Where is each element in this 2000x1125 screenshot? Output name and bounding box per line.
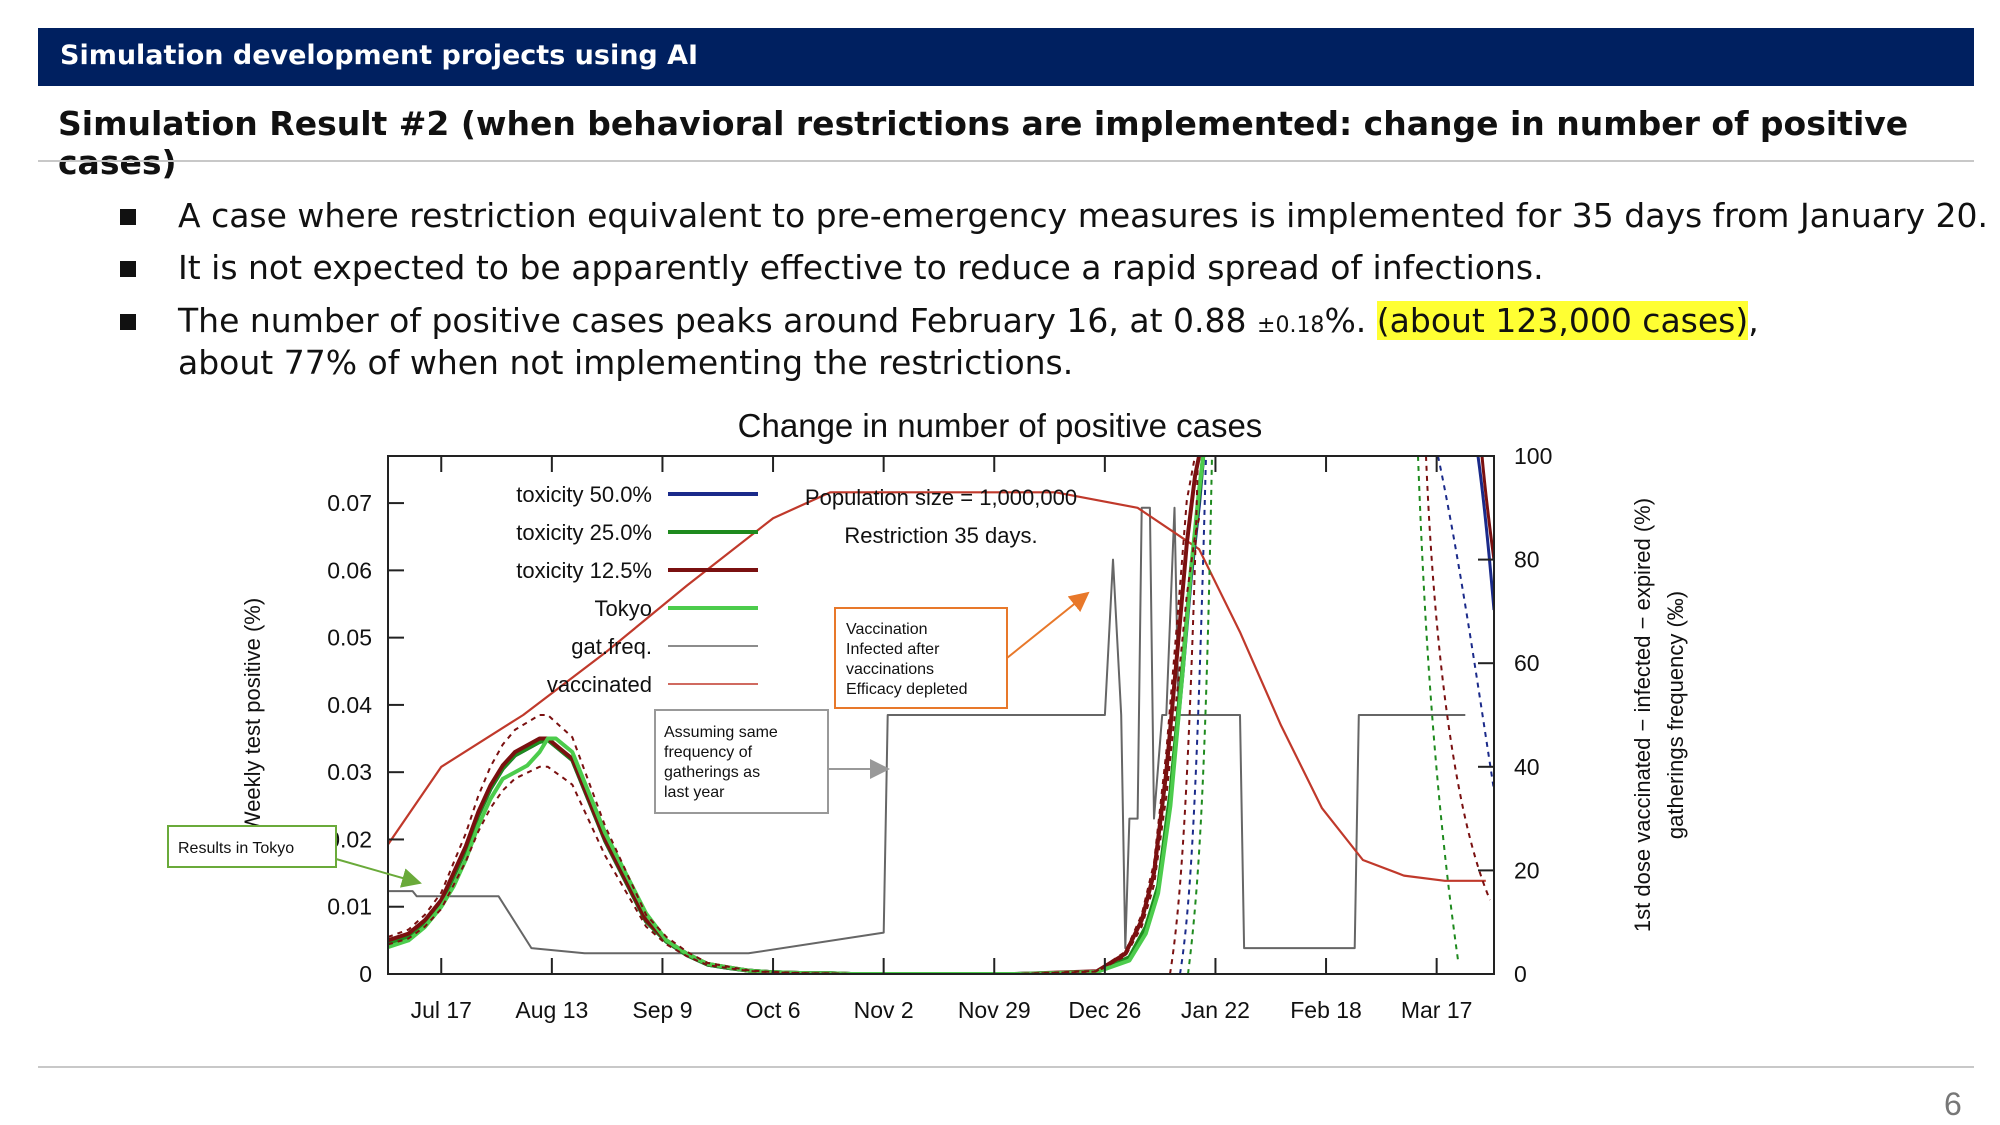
bottom-divider (38, 1066, 1974, 1068)
x-tick-label: Feb 18 (1290, 997, 1362, 1023)
bullet-1-text: A case where restriction equivalent to p… (178, 196, 1989, 235)
bullet-3-plusminus: ±0.18 (1257, 313, 1325, 338)
x-tick-label: Mar 17 (1401, 997, 1473, 1023)
y-right-tick-label: 80 (1514, 547, 1540, 573)
y-left-tick-label: 0.01 (327, 894, 372, 920)
y-left-tick-label: 0.07 (327, 490, 372, 516)
bullet-square-icon (120, 261, 136, 277)
projection-dashed-blue (1179, 456, 1207, 974)
bullet-3-part3: , (1748, 301, 1759, 340)
y-left-tick-label: 0.04 (327, 692, 372, 718)
series-line-gat-freq (388, 506, 1466, 955)
gatherings-annotation-line-4: last year (664, 784, 725, 801)
projection-dashed-red-right (1425, 456, 1491, 901)
bullet-3-line2-text: about 77% of when not implementing the r… (178, 343, 1074, 382)
tokyo-annotation-text: Results in Tokyo (178, 840, 294, 857)
x-tick-label: Aug 13 (515, 997, 588, 1023)
vaccination-annotation-line-4: Efficacy depleted (846, 681, 968, 698)
gatherings-annotation-line-2: frequency of (664, 744, 753, 761)
chart-title: Change in number of positive cases (738, 407, 1263, 444)
projection-dashed-red (1169, 456, 1199, 974)
legend-label: toxicity 12.5% (516, 558, 652, 583)
legend-note-population: Population size = 1,000,000 (805, 485, 1077, 510)
y-right-tick-label: 60 (1514, 650, 1540, 676)
vaccination-annotation-line-2: Infected after (846, 641, 940, 658)
y-left-tick-label: 0.03 (327, 759, 372, 785)
legend-note-restriction: Restriction 35 days. (844, 523, 1037, 548)
projection-solid-blue-right (1476, 456, 1494, 611)
y-right-tick-label: 40 (1514, 754, 1540, 780)
vaccination-annotation-box (834, 607, 1008, 709)
legend-label: toxicity 25.0% (516, 520, 652, 545)
y-right-tick-label: 100 (1514, 443, 1552, 469)
projection-dashed-green (1187, 456, 1213, 974)
gatherings-annotation-line-1: Assuming same (664, 724, 778, 741)
series-line-tokyo (388, 456, 1206, 974)
legend-label: Tokyo (595, 596, 652, 621)
bullet-3-highlight: (about 123,000 cases) (1376, 301, 1749, 340)
y-axis-label-right-2: gatherings frequency (‰) (1663, 591, 1688, 839)
series-band-upper (388, 456, 1200, 974)
x-tick-label: Dec 26 (1068, 997, 1141, 1023)
tokyo-annotation-arrow (335, 858, 422, 888)
header-title: Simulation development projects using AI (60, 40, 699, 71)
tokyo-annotation-box (167, 825, 337, 868)
bullet-square-icon (120, 314, 136, 330)
page-number: 6 (1944, 1086, 1962, 1122)
projection-dashed-green-right (1417, 456, 1459, 961)
slide-subtitle: Simulation Result #2 (when behavioral re… (58, 104, 1909, 182)
y-left-tick-label: 0.06 (327, 557, 372, 583)
series-line-vaccinated (388, 491, 1486, 882)
legend-label: vaccinated (547, 672, 652, 697)
x-tick-label: Sep 9 (632, 997, 692, 1023)
projection-solid-red-right (1480, 456, 1494, 561)
top-divider (38, 160, 1974, 162)
legend-label: gat.freq. (571, 634, 652, 659)
vaccination-annotation-line-1: Vaccination (846, 621, 928, 638)
bullet-square-icon (120, 209, 136, 225)
y-left-tick-label: 0.05 (327, 625, 372, 651)
plot-frame (387, 455, 1495, 975)
legend-label: toxicity 50.0% (516, 482, 652, 507)
x-tick-label: Jul 17 (411, 997, 472, 1023)
header-bar: Simulation development projects using AI (38, 28, 1974, 86)
bullet-3-part1: The number of positive cases peaks aroun… (178, 301, 1258, 340)
x-tick-label: Nov 29 (958, 997, 1031, 1023)
y-axis-label-left: Weekly test positive (%) (240, 598, 265, 832)
gatherings-annotation-line-3: gatherings as (664, 764, 760, 781)
projection-dashed-blue-right (1437, 456, 1494, 791)
x-tick-label: Nov 2 (854, 997, 914, 1023)
y-left-tick-label: 0 (359, 961, 372, 987)
bullet-3-text: The number of positive cases peaks aroun… (178, 301, 1759, 340)
vaccination-annotation-arrow (1006, 591, 1090, 659)
bullet-2-text: It is not expected to be apparently effe… (178, 248, 1544, 287)
y-axis-label-right-1: 1st dose vaccinated − infected − expired… (1630, 498, 1655, 932)
y-right-tick-label: 20 (1514, 857, 1540, 883)
bullet-3-part2: %. (1324, 301, 1377, 340)
gatherings-annotation-box (654, 709, 829, 814)
y-right-tick-label: 0 (1514, 961, 1527, 987)
vaccination-annotation-line-3: vaccinations (846, 661, 934, 678)
x-tick-label: Oct 6 (746, 997, 801, 1023)
x-tick-label: Jan 22 (1181, 997, 1250, 1023)
